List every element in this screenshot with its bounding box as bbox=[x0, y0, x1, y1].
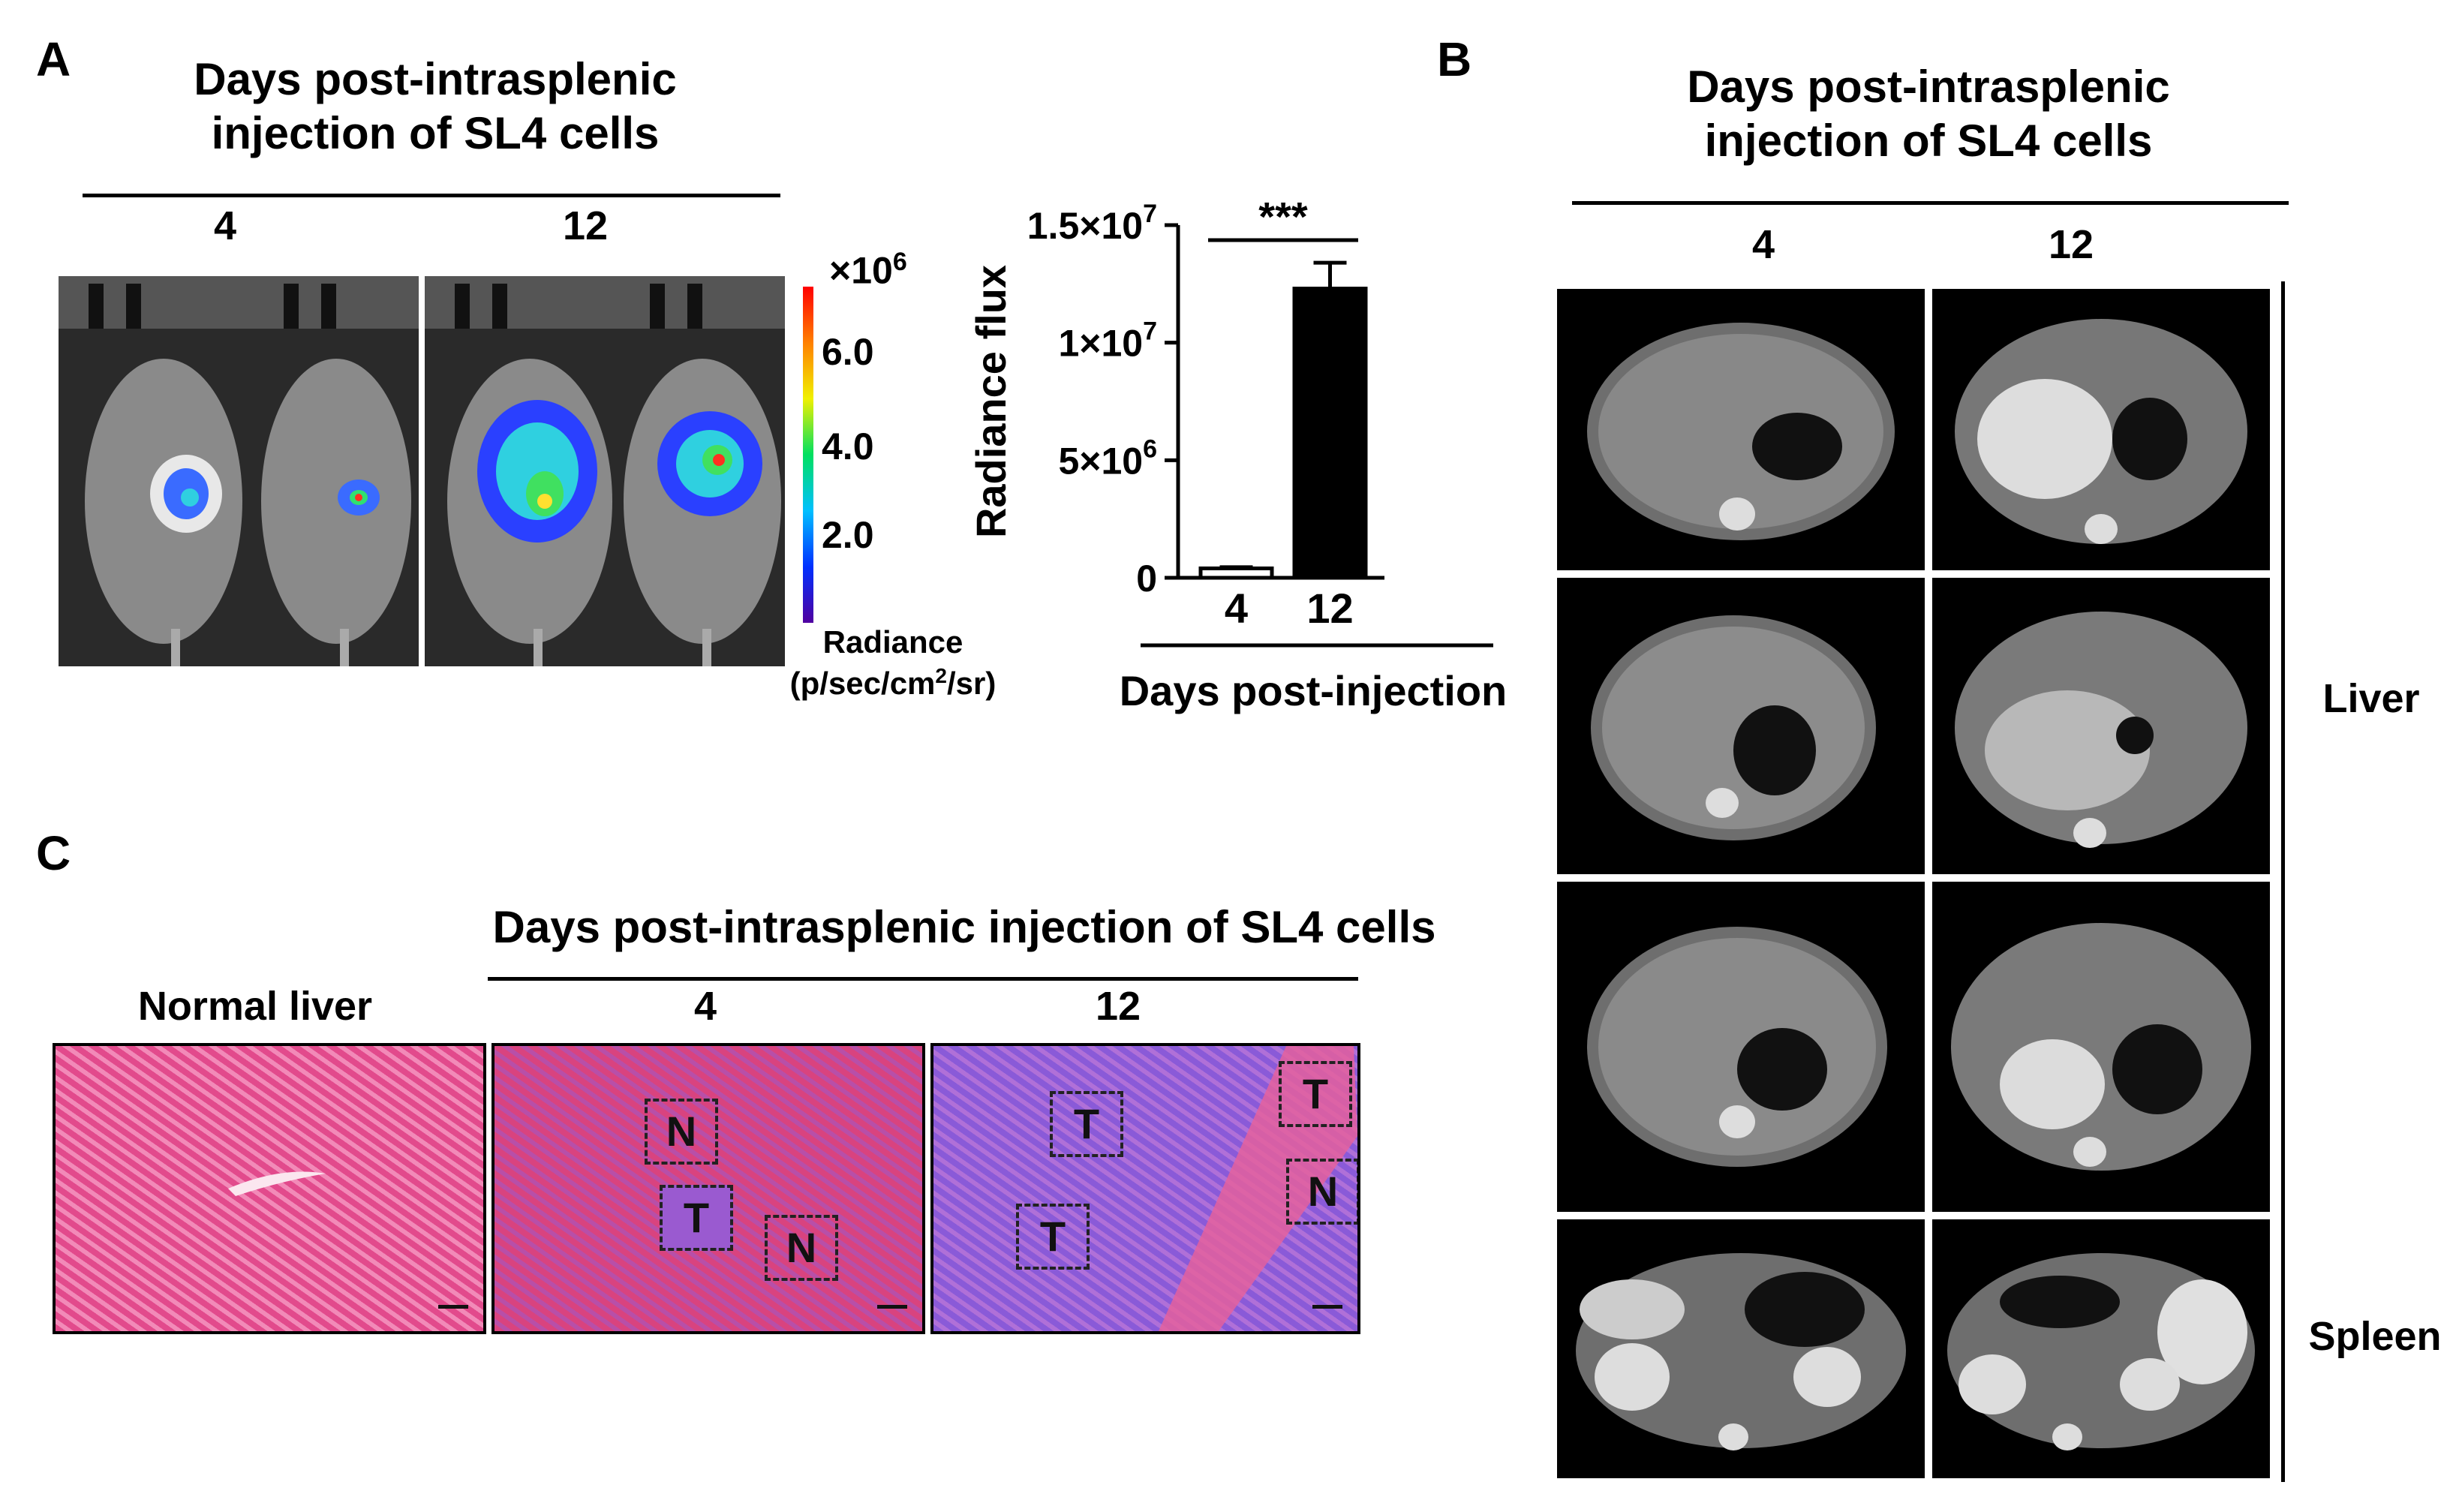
y-tick-label: 0 bbox=[1136, 558, 1157, 600]
panel-c-day-12: 12 bbox=[1095, 984, 1141, 1029]
colorbar-multiplier-base: ×10 bbox=[829, 249, 893, 292]
y-axis-label: Radiance flux bbox=[967, 265, 1015, 538]
colorbar bbox=[803, 287, 813, 623]
panel-c-day-4: 4 bbox=[693, 984, 717, 1029]
panel-a-day-4: 4 bbox=[213, 203, 237, 248]
panel-b-title-line2: injection of SL4 cells bbox=[1704, 116, 2153, 166]
panel-b-title-line1: Days post-intrasplenic bbox=[1687, 62, 2170, 112]
panel-a-title-rule bbox=[83, 194, 780, 197]
mri-liver-day12-1 bbox=[1932, 289, 2270, 570]
scale-bar bbox=[877, 1305, 907, 1309]
mri-liver-day4-3 bbox=[1557, 882, 1925, 1212]
mouse-bioluminescence-day12 bbox=[425, 276, 785, 666]
region-box-t: T bbox=[1016, 1204, 1090, 1270]
scale-bar bbox=[1312, 1305, 1342, 1309]
histology-day4: N T N bbox=[491, 1043, 925, 1334]
colorbar-tick-2: 2.0 bbox=[822, 514, 874, 556]
panel-b-organ-bracket bbox=[2281, 281, 2285, 1482]
colorbar-tick-6: 6.0 bbox=[822, 331, 874, 373]
mri-liver-day4-1 bbox=[1557, 289, 1925, 570]
label-spleen: Spleen bbox=[2308, 1314, 2442, 1359]
region-box-t: T bbox=[660, 1185, 733, 1251]
label-liver: Liver bbox=[2322, 676, 2420, 721]
panel-a-title-line2: injection of SL4 cells bbox=[211, 108, 660, 158]
panel-c-title-rule bbox=[488, 977, 1358, 981]
colorbar-label-line2: (p/sec/cm2/sr) bbox=[789, 663, 997, 701]
mouse-image-day12 bbox=[425, 276, 785, 666]
panel-a-day-12: 12 bbox=[562, 203, 609, 248]
panel-b-letter: B bbox=[1437, 32, 1472, 86]
mouse-bioluminescence-day4 bbox=[59, 276, 419, 666]
colorbar-multiplier: ×106 bbox=[829, 248, 907, 293]
label-normal-liver: Normal liver bbox=[137, 984, 373, 1029]
colorbar-multiplier-exp: 6 bbox=[892, 248, 907, 276]
y-tick-label: 1×107 bbox=[1058, 317, 1157, 365]
panel-b-title-rule bbox=[1572, 201, 2289, 205]
significance-stars: *** bbox=[1258, 203, 1308, 240]
region-box-n: N bbox=[1286, 1159, 1357, 1225]
bar-day-12 bbox=[1292, 287, 1368, 580]
panel-b-title: Days post-intrasplenic injection of SL4 … bbox=[1598, 60, 2259, 168]
mri-liver-day12-3 bbox=[1932, 882, 2270, 1212]
histology-day12: T T T N bbox=[930, 1043, 1360, 1334]
panel-b-day-12: 12 bbox=[2048, 222, 2094, 267]
mri-spleen-day4 bbox=[1557, 1219, 1925, 1478]
y-tick-label: 1.5×107 bbox=[1027, 203, 1157, 247]
colorbar-tick-4: 4.0 bbox=[822, 425, 874, 467]
region-box-t: T bbox=[1050, 1091, 1123, 1157]
panel-c-letter: C bbox=[36, 826, 71, 880]
panel-a-letter: A bbox=[36, 32, 71, 86]
colorbar-label: Radiance (p/sec/cm2/sr) bbox=[773, 623, 1013, 703]
mri-liver-day4-2 bbox=[1557, 578, 1925, 874]
x-axis-label: Days post-injection bbox=[1120, 667, 1508, 714]
panel-b-day-4: 4 bbox=[1751, 222, 1775, 267]
region-box-t: T bbox=[1279, 1061, 1352, 1127]
panel-a-title: Days post-intrasplenic injection of SL4 … bbox=[113, 53, 758, 161]
x-tick-label: 4 bbox=[1225, 585, 1248, 632]
radiance-bar-chart: 0 5×106 1×107 1.5×107 4 12 *** Days post-inject… bbox=[967, 203, 1508, 714]
panel-a-title-line1: Days post-intrasplenic bbox=[194, 54, 677, 104]
mouse-image-day4 bbox=[59, 276, 419, 666]
colorbar-label-line1: Radiance bbox=[822, 624, 963, 660]
scale-bar bbox=[438, 1305, 468, 1309]
mri-spleen-day12 bbox=[1932, 1219, 2270, 1478]
histology-normal-liver bbox=[53, 1043, 486, 1334]
y-tick-label: 5×106 bbox=[1058, 434, 1157, 482]
x-tick-label: 12 bbox=[1306, 585, 1353, 632]
panel-c-title: Days post-intrasplenic injection of SL4 … bbox=[492, 902, 1436, 952]
region-box-n: N bbox=[765, 1215, 838, 1281]
region-box-n: N bbox=[645, 1099, 718, 1165]
mri-liver-day12-2 bbox=[1932, 578, 2270, 874]
